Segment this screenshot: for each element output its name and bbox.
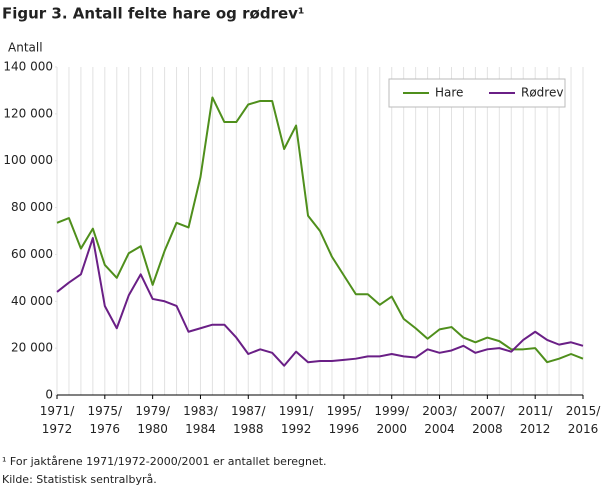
x-tick-label: 2003/2004 [422,404,458,436]
y-tick-label: 60 000 [11,247,53,261]
x-tick-line: 1996 [329,422,360,436]
y-tick-label: 120 000 [3,106,53,120]
x-tick-line: 1979/ [135,404,171,418]
x-tick-line: 2003/ [422,404,458,418]
x-tick-line: 1975/ [88,404,124,418]
legend-label: Hare [435,86,463,100]
series-line [56,96,584,364]
chart-title: Figur 3. Antall felte hare og rødrev¹ [2,5,305,23]
x-tick-line: 2008 [472,422,503,436]
y-tick-label: 40 000 [11,294,53,308]
x-tick-label: 1971/1972 [40,404,76,436]
y-tick-label: 100 000 [3,153,53,167]
x-tick-line: 2011/ [518,404,554,418]
x-tick-line: 1983/ [183,404,219,418]
x-tick-label: 1979/1980 [135,404,171,436]
x-tick-line: 2007/ [470,404,506,418]
source: Kilde: Statistisk sentralbyrå. [2,473,157,486]
x-tick-line: 2015/ [566,404,602,418]
x-tick-label: 1983/1984 [183,404,219,436]
y-tick-label: 0 [45,388,53,402]
x-tick-line: 1976 [90,422,121,436]
x-tick-label: 2015/2016 [566,404,602,436]
x-tick-label: 1995/1996 [327,404,363,436]
x-tick-label: 1975/1976 [88,404,124,436]
legend-label: Rødrev [521,86,563,100]
y-axis-label: Antall [8,41,43,55]
x-tick-line: 1991/ [279,404,315,418]
x-tick-label: 1999/2000 [374,404,410,436]
x-tick-line: 1972 [42,422,73,436]
x-tick-line: 1980 [137,422,168,436]
x-tick-line: 1988 [233,422,264,436]
x-tick-line: 1987/ [231,404,267,418]
x-tick-line: 2016 [568,422,599,436]
y-tick-label: 20 000 [11,341,53,355]
y-tick-label: 80 000 [11,200,53,214]
footnote: ¹ For jaktårene 1971/1972-2000/2001 er a… [2,455,327,468]
x-tick-label: 2011/2012 [518,404,554,436]
x-tick-line: 1984 [185,422,216,436]
x-tick-line: 2004 [424,422,455,436]
x-tick-label: 1987/1988 [231,404,267,436]
x-tick-line: 1999/ [374,404,410,418]
x-tick-line: 2000 [376,422,407,436]
x-tick-line: 1992 [281,422,312,436]
x-tick-line: 1971/ [40,404,76,418]
x-tick-label: 1991/1992 [279,404,315,436]
x-tick-line: 2012 [520,422,551,436]
y-tick-label: 140 000 [3,60,53,74]
series-line [56,237,584,367]
x-tick-label: 2007/2008 [470,404,506,436]
x-tick-line: 1995/ [327,404,363,418]
